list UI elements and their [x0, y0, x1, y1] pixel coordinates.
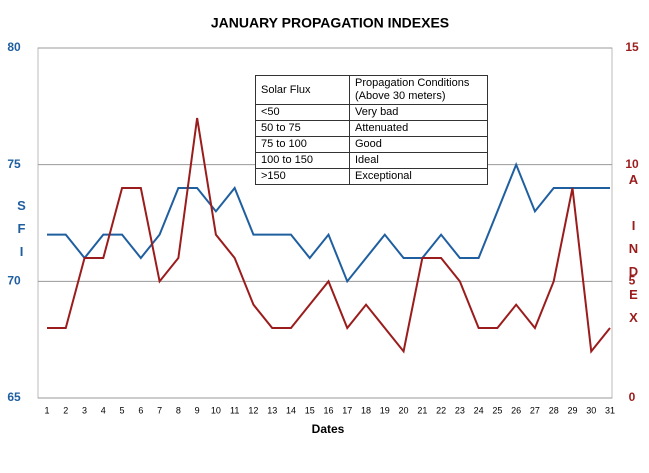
x-tick-label: 25	[492, 405, 502, 415]
table-cell: 100 to 150	[255, 152, 350, 169]
x-tick-label: 20	[399, 405, 409, 415]
y2-axis-label: A INDEX	[626, 172, 641, 333]
series-line	[47, 117, 611, 354]
x-tick-label: 10	[211, 405, 221, 415]
x-tick-label: 21	[417, 405, 427, 415]
x-tick-label: 12	[248, 405, 258, 415]
x-tick-label: 2	[63, 405, 68, 415]
x-tick-label: 15	[305, 405, 315, 415]
y2-tick-label: 15	[625, 40, 639, 54]
table-cell: Ideal	[349, 152, 488, 169]
x-tick-label: 24	[474, 405, 484, 415]
table-cell: Solar Flux	[255, 75, 350, 105]
series-line	[47, 161, 610, 284]
table-header: Solar Flux Propagation Conditions (Above …	[255, 75, 488, 105]
x-tick-label: 29	[567, 405, 577, 415]
table-cell: Propagation Conditions (Above 30 meters)	[349, 75, 488, 105]
table-cell: 75 to 100	[255, 136, 350, 153]
x-tick-label: 8	[176, 405, 181, 415]
x-tick-label: 3	[82, 405, 87, 415]
x-tick-label: 6	[138, 405, 143, 415]
table-cell: Exceptional	[349, 168, 488, 185]
table-cell: Attenuated	[349, 120, 488, 137]
x-tick-label: 31	[605, 405, 615, 415]
x-tick-label: 4	[101, 405, 106, 415]
x-tick-label: 7	[157, 405, 162, 415]
y-tick-label: 70	[7, 274, 21, 288]
x-axis-label: Dates	[312, 422, 345, 436]
x-tick-label: 17	[342, 405, 352, 415]
y-tick-label: 80	[7, 40, 21, 54]
x-tick-label: 19	[380, 405, 390, 415]
x-tick-label: 27	[530, 405, 540, 415]
y-axis-label: SFI	[14, 198, 29, 267]
x-tick-label: 1	[44, 405, 49, 415]
table-row: 75 to 100 Good	[255, 136, 488, 153]
x-tick-label: 28	[549, 405, 559, 415]
x-tick-label: 16	[323, 405, 333, 415]
chart-title: JANUARY PROPAGATION INDEXES	[211, 15, 449, 31]
table-row: >150 Exceptional	[255, 168, 488, 185]
x-tick-label: 5	[120, 405, 125, 415]
x-tick-label: 18	[361, 405, 371, 415]
x-tick-label: 23	[455, 405, 465, 415]
y-tick-label: 65	[7, 390, 21, 404]
table-cell: <50	[255, 104, 350, 121]
table-cell: Very bad	[349, 104, 488, 121]
x-tick-label: 30	[586, 405, 596, 415]
table-row: 50 to 75 Attenuated	[255, 120, 488, 137]
table-row: <50 Very bad	[255, 104, 488, 121]
y2-tick-label: 0	[629, 390, 636, 404]
x-tick-label: 13	[267, 405, 277, 415]
x-tick-label: 22	[436, 405, 446, 415]
x-tick-label: 26	[511, 405, 521, 415]
y-tick-label: 75	[7, 157, 21, 171]
table-cell: 50 to 75	[255, 120, 350, 137]
table-cell: >150	[255, 168, 350, 185]
y2-tick-label: 10	[625, 157, 639, 171]
table-cell: Good	[349, 136, 488, 153]
table-row: 100 to 150 Ideal	[255, 152, 488, 169]
x-tick-label: 11	[230, 405, 239, 415]
x-tick-label: 14	[286, 405, 296, 415]
legend-table: Solar Flux Propagation Conditions (Above …	[255, 75, 488, 185]
x-tick-label: 9	[195, 405, 200, 415]
y2-tick-label: 5	[629, 274, 636, 288]
